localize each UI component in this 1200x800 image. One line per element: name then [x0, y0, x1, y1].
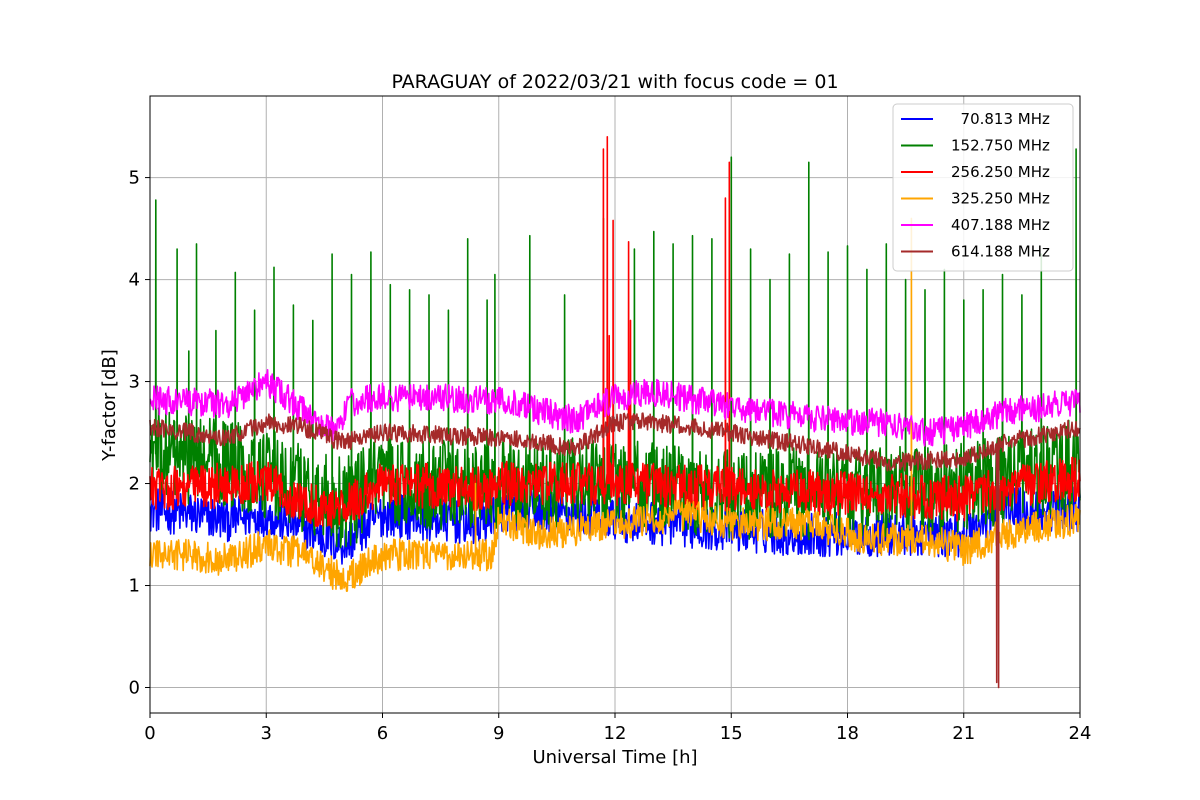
y-tick-label: 5: [129, 168, 140, 189]
y-tick-label: 2: [129, 474, 140, 495]
x-tick-label: 21: [952, 723, 975, 744]
plot-series: [149, 136, 1081, 689]
legend-label: 614.188 MHz: [951, 243, 1050, 261]
x-axis-label: Universal Time [h]: [532, 747, 697, 768]
series-line: [149, 412, 1081, 689]
series-line: [149, 136, 1081, 529]
x-tick-label: 0: [144, 723, 155, 744]
legend-label: 256.250 MHz: [951, 163, 1050, 181]
x-tick-label: 15: [720, 723, 743, 744]
legend-box: [892, 103, 1074, 272]
legend-label: 407.188 MHz: [951, 216, 1050, 234]
y-tick-label: 1: [129, 576, 140, 597]
legend-label: 70.813 MHz: [951, 110, 1050, 128]
x-tick-label: 6: [377, 723, 388, 744]
y-tick-label: 4: [129, 270, 140, 291]
x-axis: 0 3 6 9 12 15 18 21 24: [144, 713, 1091, 744]
y-axis-label: Y-factor [dB]: [99, 349, 120, 462]
legend-label: 325.250 MHz: [951, 190, 1050, 208]
legend: 70.813 MHz 152.750 MHz 256.250 MHz 325.250 …: [892, 103, 1074, 272]
x-tick-label: 12: [604, 723, 627, 744]
chart-title: PARAGUAY of 2022/03/21 with focus code =…: [391, 71, 838, 93]
x-tick-label: 3: [261, 723, 272, 744]
x-tick-label: 18: [836, 723, 859, 744]
series-line: [149, 217, 1081, 592]
x-tick-label: 9: [493, 723, 504, 744]
legend-label: 152.750 MHz: [951, 137, 1050, 155]
y-axis: 0 1 2 3 4 5: [129, 168, 150, 699]
series-line: [149, 369, 1081, 447]
series-line: [149, 148, 1081, 549]
y-tick-label: 0: [129, 678, 140, 699]
x-tick-label: 24: [1069, 723, 1092, 744]
y-tick-label: 3: [129, 372, 140, 393]
